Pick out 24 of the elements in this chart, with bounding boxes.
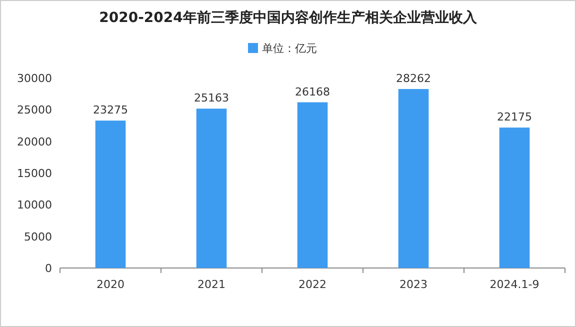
x-tick-label: 2020 bbox=[96, 278, 124, 291]
chart-title: 2020-2024年前三季度中国内容创作生产相关企业营业收入 bbox=[99, 9, 478, 26]
data-label: 22175 bbox=[497, 110, 532, 124]
y-tick-label: 20000 bbox=[17, 135, 52, 148]
y-tick-label: 0 bbox=[45, 262, 52, 275]
bar bbox=[196, 108, 227, 268]
x-tick-label: 2023 bbox=[400, 278, 428, 291]
x-tick-label: 2021 bbox=[198, 278, 226, 291]
bar bbox=[297, 102, 328, 268]
y-tick-label: 25000 bbox=[17, 104, 52, 117]
data-label: 28262 bbox=[396, 72, 431, 86]
legend-label: 单位：亿元 bbox=[262, 42, 317, 55]
bar bbox=[499, 128, 530, 268]
x-tick-label: 2022 bbox=[298, 278, 326, 291]
y-tick-label: 15000 bbox=[17, 167, 52, 180]
bar bbox=[95, 120, 126, 268]
data-label: 25163 bbox=[194, 92, 229, 105]
y-tick-label: 5000 bbox=[24, 230, 52, 244]
data-label: 23275 bbox=[93, 104, 128, 117]
y-tick-label: 10000 bbox=[17, 198, 52, 212]
data-label: 26168 bbox=[295, 85, 330, 98]
bar bbox=[398, 89, 429, 268]
y-tick-label: 30000 bbox=[17, 72, 52, 85]
x-tick-label: 2024.1-9 bbox=[490, 278, 540, 291]
